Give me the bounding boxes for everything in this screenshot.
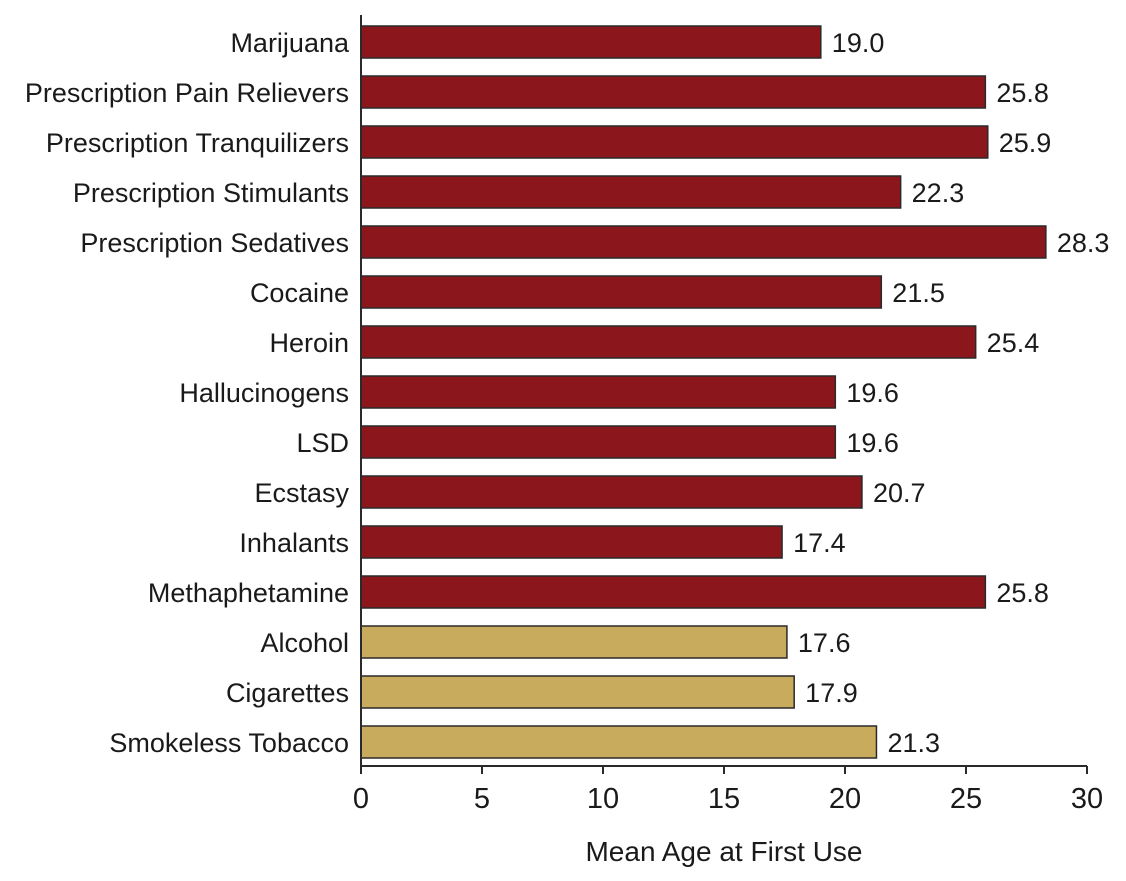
bar-lsd	[360, 425, 837, 459]
value-label-alcohol: 17.6	[798, 628, 851, 658]
bar-marijuana	[360, 25, 822, 59]
value-label-cigarettes: 17.9	[805, 678, 858, 708]
x-tick-label-25: 25	[950, 783, 982, 815]
x-tick-label-30: 30	[1071, 783, 1103, 815]
bar-methaphetamine	[360, 575, 987, 609]
value-labels: 19.0 25.8 25.9 22.3 28.3 21.5 25.4 19.6 19.6 20.7…	[793, 28, 1109, 758]
category-label-methaphetamine: Methaphetamine	[148, 578, 349, 608]
value-label-smokeless-tobacco: 21.3	[887, 728, 940, 758]
x-tick-label-0: 0	[353, 783, 369, 815]
x-tick-label-5: 5	[474, 783, 490, 815]
value-label-hallucinogens: 19.6	[846, 378, 899, 408]
value-label-lsd: 19.6	[846, 428, 899, 458]
category-label-ecstasy: Ecstasy	[254, 478, 349, 508]
value-label-marijuana: 19.0	[832, 28, 885, 58]
bar-smokeless-tobacco	[360, 725, 878, 759]
x-axis-title: Mean Age at First Use	[585, 836, 862, 867]
category-label-alcohol: Alcohol	[260, 628, 349, 658]
bar-prescription-pain-relievers	[360, 75, 987, 109]
category-label-prescription-tranquilizers: Prescription Tranquilizers	[46, 128, 349, 158]
x-tick-label-20: 20	[829, 783, 861, 815]
bar-prescription-sedatives	[360, 225, 1047, 259]
category-label-cocaine: Cocaine	[250, 278, 349, 308]
value-label-cocaine: 21.5	[892, 278, 945, 308]
value-label-prescription-tranquilizers: 25.9	[999, 128, 1052, 158]
bar-ecstasy	[360, 475, 863, 509]
category-label-marijuana: Marijuana	[230, 28, 350, 58]
bar-cigarettes	[360, 675, 795, 709]
category-label-prescription-pain-relievers: Prescription Pain Relievers	[25, 78, 349, 108]
bar-cocaine	[360, 275, 883, 309]
category-label-hallucinogens: Hallucinogens	[179, 378, 349, 408]
value-label-prescription-sedatives: 28.3	[1057, 228, 1110, 258]
category-label-cigarettes: Cigarettes	[226, 678, 349, 708]
category-label-prescription-sedatives: Prescription Sedatives	[80, 228, 349, 258]
value-label-prescription-pain-relievers: 25.8	[996, 78, 1049, 108]
x-axis-ticks: 0 5 10 15 20 25 30	[353, 766, 1103, 815]
bar-prescription-tranquilizers	[360, 125, 989, 159]
bar-inhalants	[360, 525, 783, 559]
category-labels: Marijuana Prescription Pain Relievers Pres…	[25, 28, 350, 758]
category-label-lsd: LSD	[296, 428, 349, 458]
bars	[360, 25, 1047, 759]
x-tick-label-15: 15	[708, 783, 740, 815]
x-tick-label-10: 10	[587, 783, 619, 815]
category-label-heroin: Heroin	[269, 328, 349, 358]
bar-hallucinogens	[360, 375, 837, 409]
value-label-heroin: 25.4	[987, 328, 1040, 358]
category-label-inhalants: Inhalants	[239, 528, 349, 558]
category-label-smokeless-tobacco: Smokeless Tobacco	[109, 728, 349, 758]
bar-prescription-stimulants	[360, 175, 902, 209]
value-label-inhalants: 17.4	[793, 528, 846, 558]
bar-heroin	[360, 325, 977, 359]
value-label-prescription-stimulants: 22.3	[912, 178, 965, 208]
value-label-methaphetamine: 25.8	[996, 578, 1049, 608]
value-label-ecstasy: 20.7	[873, 478, 926, 508]
category-label-prescription-stimulants: Prescription Stimulants	[73, 178, 349, 208]
bar-alcohol	[360, 625, 788, 659]
